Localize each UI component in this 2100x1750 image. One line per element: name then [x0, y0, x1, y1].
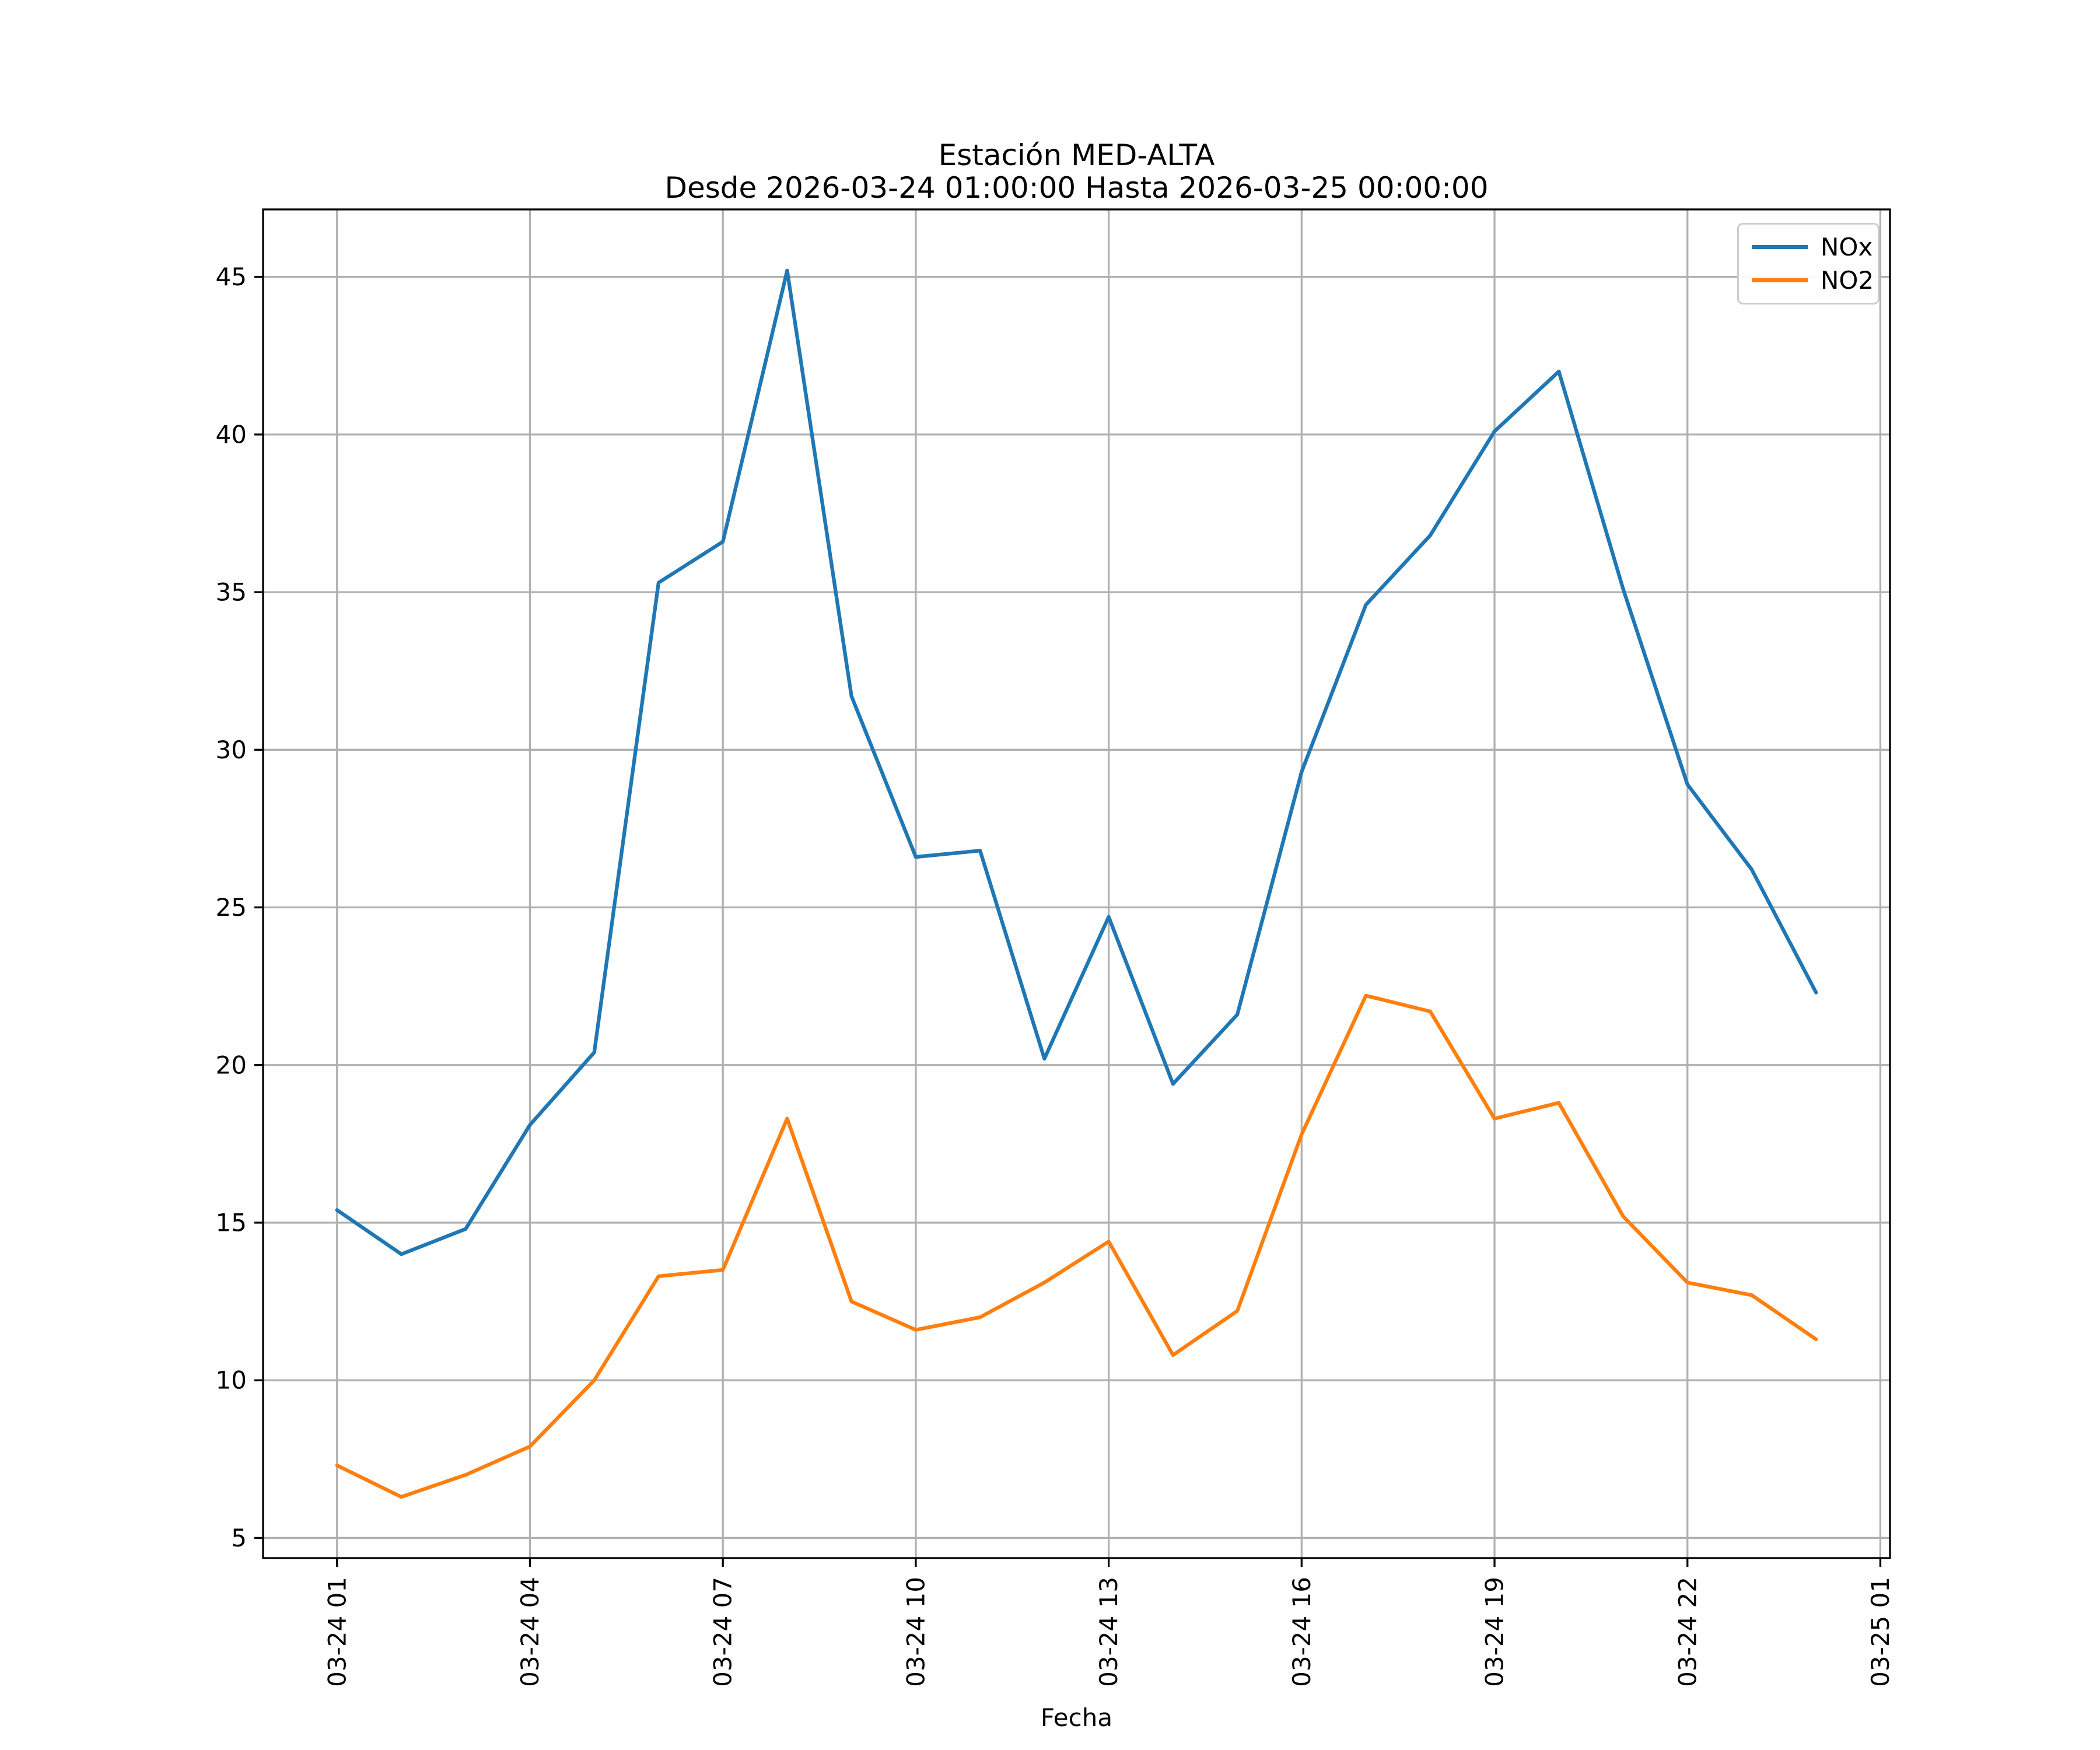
- chart-title-block: Estación MED-ALTA Desde 2026-03-24 01:00…: [263, 139, 1890, 204]
- x-tick-label: 03-24 13: [1094, 1577, 1123, 1687]
- x-tick-label: 03-24 19: [1480, 1577, 1509, 1687]
- y-tick-label: 40: [216, 420, 247, 449]
- y-tick-label: 25: [216, 893, 247, 922]
- nox-line-swatch: [1752, 245, 1808, 249]
- legend-label-nox: NOx: [1821, 233, 1873, 261]
- nox-series-line: [335, 268, 1818, 1256]
- x-tick-label: 03-24 04: [516, 1577, 544, 1687]
- no2-line-swatch: [1752, 278, 1808, 282]
- chart-title: Estación MED-ALTA: [938, 138, 1215, 172]
- x-tick-label: 03-24 22: [1673, 1577, 1702, 1687]
- chart-subtitle: Desde 2026-03-24 01:00:00 Hasta 2026-03-…: [664, 171, 1489, 205]
- y-tick-label: 10: [216, 1366, 247, 1395]
- y-tick-label: 20: [216, 1051, 247, 1079]
- y-tick-label: 30: [216, 736, 247, 764]
- legend-item-no2: NO2: [1739, 266, 1878, 295]
- plot-border: [262, 208, 1891, 1559]
- no2-series-line: [335, 993, 1818, 1499]
- y-tick-label: 45: [216, 262, 247, 291]
- legend-label-no2: NO2: [1821, 266, 1874, 295]
- legend: NOx NO2: [1737, 223, 1880, 304]
- legend-item-nox: NOx: [1739, 233, 1878, 261]
- x-tick-label: 03-24 07: [709, 1577, 737, 1687]
- x-axis-label: Fecha: [1040, 1703, 1113, 1732]
- x-tick-label: 03-25 01: [1866, 1577, 1895, 1687]
- x-tick-label: 03-24 10: [901, 1577, 930, 1687]
- y-tick-label: 35: [216, 578, 247, 607]
- x-tick-label: 03-24 01: [323, 1577, 351, 1687]
- x-tick-label: 03-24 16: [1287, 1577, 1316, 1687]
- y-tick-label: 5: [231, 1524, 247, 1552]
- y-tick-label: 15: [216, 1208, 247, 1237]
